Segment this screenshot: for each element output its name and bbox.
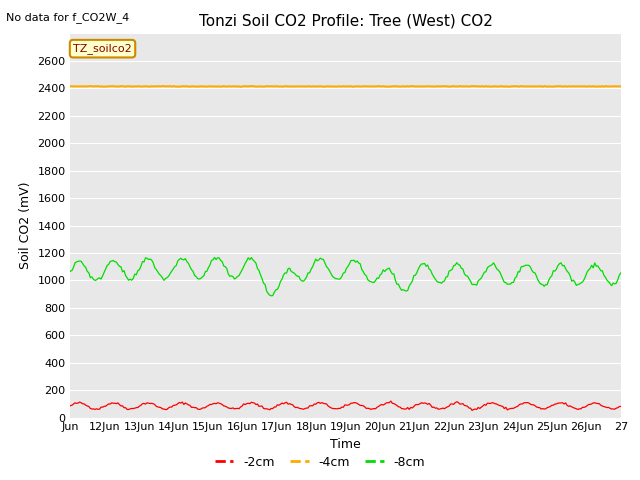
Legend: -2cm, -4cm, -8cm: -2cm, -4cm, -8cm xyxy=(209,451,431,474)
Title: Tonzi Soil CO2 Profile: Tree (West) CO2: Tonzi Soil CO2 Profile: Tree (West) CO2 xyxy=(198,13,493,28)
Y-axis label: Soil CO2 (mV): Soil CO2 (mV) xyxy=(19,182,32,269)
Text: No data for f_CO2W_4: No data for f_CO2W_4 xyxy=(6,12,130,23)
X-axis label: Time: Time xyxy=(330,438,361,451)
Text: TZ_soilco2: TZ_soilco2 xyxy=(73,43,132,54)
